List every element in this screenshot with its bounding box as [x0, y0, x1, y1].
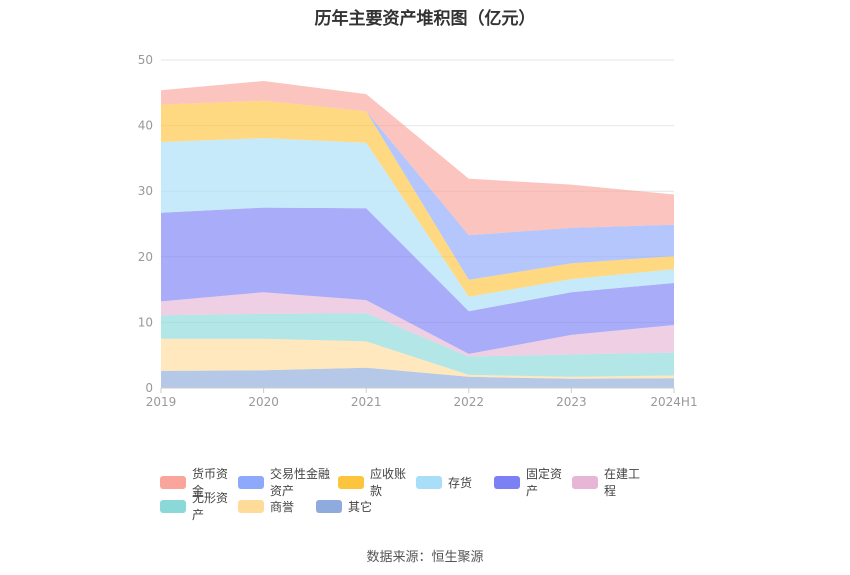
legend-swatch: [316, 499, 342, 513]
legend-swatch: [238, 499, 264, 513]
area-series-1[interactable]: [161, 338, 674, 379]
legend-label: 交易性金融资产: [270, 467, 331, 498]
legend-swatch: [416, 475, 442, 489]
legend-label: 商誉: [270, 499, 295, 514]
legend-label: 在建工程: [604, 467, 641, 498]
y-tick-label: 50: [138, 53, 153, 67]
legend-swatch: [494, 475, 520, 489]
y-tick-label: 0: [145, 381, 153, 395]
legend-label: 无形资产: [192, 491, 229, 522]
x-tick-label: 2020: [248, 395, 279, 409]
legend-swatch: [160, 475, 186, 489]
legend-item[interactable]: 无形资产: [160, 491, 238, 522]
area-series-4[interactable]: [161, 207, 674, 354]
legend-item[interactable]: 货币资金: [160, 467, 238, 498]
x-tick-label: 2023: [556, 395, 587, 409]
y-tick-label: 10: [138, 315, 153, 329]
axes: 0 10 20 30 40 50 2019 2020 2021 2022 2023 2024H1: [138, 53, 698, 409]
legend-label: 货币资金: [192, 467, 229, 498]
legend: 货币资金 交易性金融资产 应收账款 存货 固定资产 在建工程 无形资产 商誉 其它: [160, 467, 720, 522]
x-tick-label: 2021: [351, 395, 382, 409]
area-series-0[interactable]: [161, 367, 674, 388]
legend-swatch: [338, 475, 364, 489]
x-tick-label: 2024H1: [650, 395, 697, 409]
legend-label: 存货: [448, 475, 473, 490]
legend-row-2: 无形资产 商誉 其它: [160, 491, 720, 522]
area-series-5[interactable]: [161, 138, 674, 312]
area-series-6[interactable]: [161, 100, 674, 297]
x-tick-label: 2019: [146, 395, 177, 409]
legend-label: 固定资产: [526, 467, 563, 498]
legend-item[interactable]: 应收账款: [338, 467, 416, 498]
legend-item[interactable]: 固定资产: [494, 467, 572, 498]
x-tick-label: 2022: [454, 395, 485, 409]
legend-swatch: [572, 475, 598, 489]
legend-item[interactable]: 交易性金融资产: [238, 467, 338, 498]
area-series-8[interactable]: [161, 81, 674, 236]
legend-swatch: [160, 499, 186, 513]
legend-swatch: [238, 475, 264, 489]
area-series-7[interactable]: [161, 100, 674, 280]
legend-label: 应收账款: [370, 467, 407, 498]
legend-item[interactable]: 商誉: [238, 494, 316, 518]
area-series-3[interactable]: [161, 292, 674, 357]
area-series-2[interactable]: [161, 313, 674, 377]
legend-item[interactable]: 在建工程: [572, 467, 650, 498]
legend-item[interactable]: 其它: [316, 494, 394, 518]
legend-item[interactable]: 存货: [416, 470, 494, 494]
legend-row-1: 货币资金 交易性金融资产 应收账款 存货 固定资产 在建工程: [160, 467, 720, 498]
area-series: [161, 81, 674, 388]
legend-label: 其它: [348, 499, 373, 514]
data-source-note: 数据来源：恒生聚源: [366, 550, 484, 565]
chart-title: 历年主要资产堆积图（亿元）: [314, 9, 536, 29]
y-tick-label: 40: [138, 119, 153, 133]
y-tick-label: 30: [138, 184, 153, 198]
y-tick-label: 20: [138, 250, 153, 264]
